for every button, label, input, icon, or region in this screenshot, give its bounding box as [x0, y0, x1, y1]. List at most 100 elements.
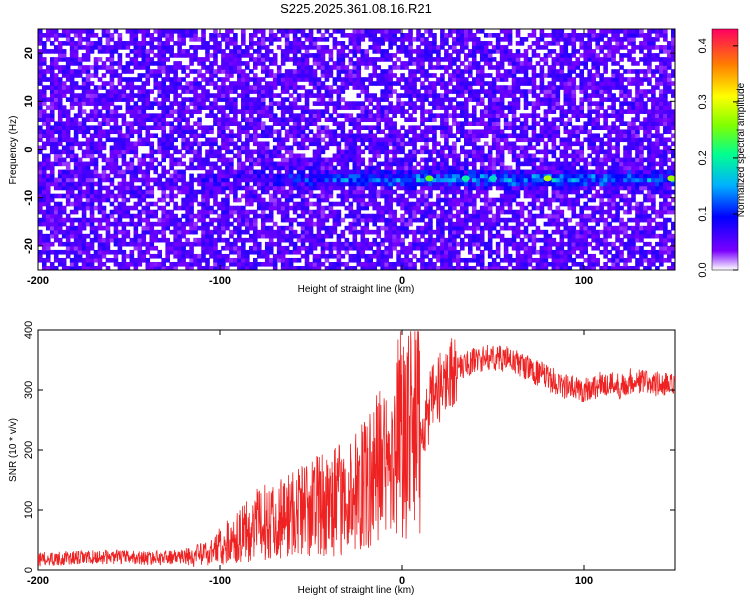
heatmap-cell	[165, 65, 170, 70]
heatmap-cell	[284, 249, 290, 255]
heatmap-cell	[384, 141, 389, 147]
heatmap-cell	[65, 265, 71, 270]
heatmap-cell	[388, 181, 393, 187]
heatmap-cell	[221, 141, 226, 147]
heatmap-cell	[479, 181, 485, 187]
heatmap-cell	[81, 65, 87, 70]
heatmap-cell	[456, 65, 461, 70]
heatmap-cell	[460, 85, 465, 90]
heatmap-cell	[312, 61, 318, 66]
heatmap-cell	[81, 225, 87, 231]
heatmap-cell	[380, 69, 385, 74]
heatmap-cell	[85, 57, 91, 62]
heatmap-cell	[452, 161, 457, 167]
heatmap-cell	[252, 81, 258, 86]
heatmap-cell	[169, 141, 174, 147]
heatmap-cell	[109, 221, 115, 227]
heatmap-cell	[45, 137, 51, 143]
heatmap-cell	[448, 61, 453, 66]
heatmap-cell	[129, 97, 135, 102]
heatmap-cell	[105, 89, 111, 94]
heatmap-cell	[133, 113, 139, 118]
heatmap-cell	[440, 65, 445, 70]
heatmap-cell	[237, 121, 242, 126]
heatmap-cell	[292, 105, 298, 110]
heatmap-cell	[65, 145, 71, 151]
heatmap-cell	[292, 81, 298, 86]
heatmap-cell	[332, 173, 338, 179]
heatmap-cell	[41, 89, 47, 94]
heatmap-cell	[368, 61, 374, 66]
heatmap-cell	[312, 53, 318, 58]
heatmap-cell	[101, 145, 107, 151]
heatmap-cell	[320, 221, 326, 227]
heatmap-cell	[471, 121, 477, 126]
heatmap-cell	[356, 217, 362, 223]
heatmap-cell	[185, 249, 190, 255]
heatmap-cell	[408, 125, 413, 131]
heatmap-cell	[428, 189, 433, 195]
heatmap-cell	[292, 137, 298, 143]
heatmap-cell	[77, 161, 83, 167]
heatmap-cell	[316, 77, 322, 82]
heatmap-cell	[284, 265, 290, 270]
heatmap-cell	[53, 57, 59, 62]
heatmap-cell	[225, 85, 230, 90]
heatmap-cell	[109, 145, 115, 151]
heatmap-cell	[456, 157, 461, 163]
heatmap-cell	[256, 201, 262, 207]
heatmap-cell	[233, 97, 238, 102]
heatmap-cell	[241, 41, 246, 46]
heatmap-cell	[456, 249, 461, 255]
heatmap-cell	[444, 217, 449, 223]
heatmap-cell	[225, 161, 230, 167]
heatmap-cell	[153, 45, 159, 50]
heatmap-cell	[101, 253, 107, 259]
heatmap-cell	[352, 53, 358, 58]
heatmap-cell	[368, 173, 374, 179]
heatmap-cell	[444, 117, 449, 122]
heatmap-cell	[300, 225, 306, 231]
heatmap-cell	[304, 45, 310, 50]
heatmap-cell	[364, 57, 370, 62]
heatmap-cell	[145, 73, 151, 78]
heatmap-cell	[161, 93, 166, 98]
heatmap-cell	[45, 133, 51, 139]
heatmap-cell	[213, 137, 218, 143]
heatmap-cell	[201, 33, 206, 38]
heatmap-cell	[38, 53, 43, 58]
heatmap-cell	[364, 137, 370, 143]
heatmap-cell	[444, 169, 449, 175]
heatmap-cell	[165, 89, 170, 94]
heatmap-cell	[336, 61, 342, 66]
heatmap-cell	[352, 45, 358, 50]
heatmap-cell	[85, 37, 91, 42]
heatmap-cell	[471, 237, 477, 243]
heatmap-cell	[300, 173, 306, 179]
heatmap-cell	[268, 57, 274, 62]
heatmap-cell	[284, 213, 290, 219]
heatmap-cell	[424, 265, 429, 270]
heatmap-cell	[428, 225, 433, 231]
heatmap-cell	[252, 245, 258, 251]
heatmap-cell	[125, 97, 131, 102]
heatmap-cell	[364, 217, 370, 223]
heatmap-cell	[364, 113, 370, 118]
heatmap-cell	[471, 173, 477, 179]
heatmap-cell	[304, 257, 310, 263]
heatmap-cell	[197, 133, 202, 139]
heatmap-cell	[141, 197, 147, 203]
heatmap-cell	[129, 181, 135, 187]
heatmap-cell	[241, 125, 246, 131]
heatmap-cell	[81, 217, 87, 223]
heatmap-cell	[364, 225, 370, 231]
heatmap-cell	[197, 73, 202, 78]
heatmap-cell	[440, 97, 445, 102]
heatmap-cell	[384, 173, 389, 179]
heatmap-cell	[416, 205, 421, 211]
heatmap-cell	[249, 41, 254, 46]
heatmap-cell	[332, 81, 338, 86]
heatmap-cell	[105, 157, 111, 163]
heatmap-cell	[304, 61, 310, 66]
heatmap-cell	[73, 169, 79, 175]
